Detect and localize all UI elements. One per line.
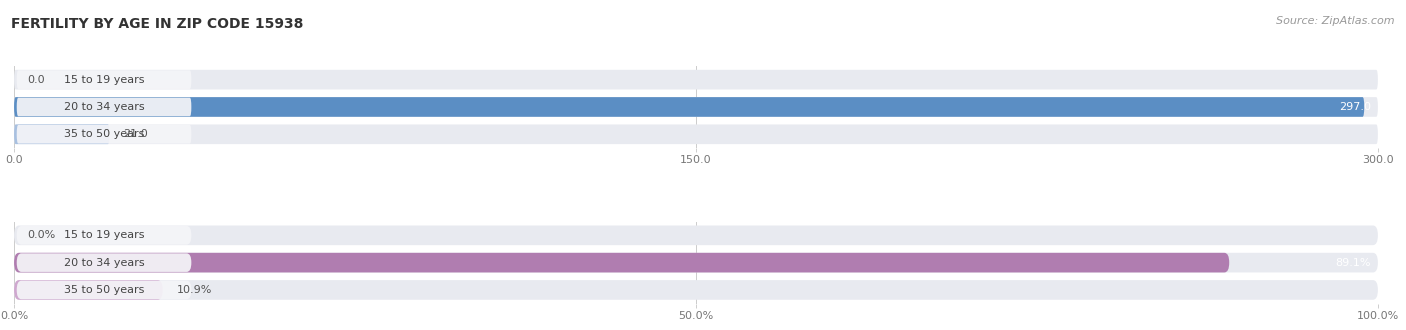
Text: 20 to 34 years: 20 to 34 years (63, 258, 145, 268)
FancyBboxPatch shape (14, 70, 1378, 89)
Text: 35 to 50 years: 35 to 50 years (63, 129, 145, 139)
Text: 15 to 19 years: 15 to 19 years (63, 230, 145, 240)
FancyBboxPatch shape (17, 70, 191, 89)
Text: 0.0: 0.0 (28, 75, 45, 85)
FancyBboxPatch shape (14, 280, 1378, 300)
FancyBboxPatch shape (14, 253, 1378, 273)
Text: 15 to 19 years: 15 to 19 years (63, 75, 145, 85)
FancyBboxPatch shape (14, 97, 1364, 117)
Text: 10.9%: 10.9% (176, 285, 212, 295)
FancyBboxPatch shape (17, 253, 191, 272)
FancyBboxPatch shape (14, 124, 1378, 144)
Text: FERTILITY BY AGE IN ZIP CODE 15938: FERTILITY BY AGE IN ZIP CODE 15938 (11, 16, 304, 30)
FancyBboxPatch shape (14, 225, 1378, 245)
Text: 297.0: 297.0 (1339, 102, 1371, 112)
Text: 0.0%: 0.0% (28, 230, 56, 240)
FancyBboxPatch shape (17, 125, 191, 144)
FancyBboxPatch shape (14, 124, 110, 144)
FancyBboxPatch shape (14, 280, 163, 300)
FancyBboxPatch shape (17, 98, 191, 116)
Text: 35 to 50 years: 35 to 50 years (63, 285, 145, 295)
FancyBboxPatch shape (17, 226, 191, 245)
FancyBboxPatch shape (17, 280, 191, 299)
FancyBboxPatch shape (14, 253, 1229, 273)
Text: 89.1%: 89.1% (1336, 258, 1371, 268)
Text: Source: ZipAtlas.com: Source: ZipAtlas.com (1277, 16, 1395, 26)
Text: 20 to 34 years: 20 to 34 years (63, 102, 145, 112)
Text: 21.0: 21.0 (124, 129, 148, 139)
FancyBboxPatch shape (14, 97, 1378, 117)
